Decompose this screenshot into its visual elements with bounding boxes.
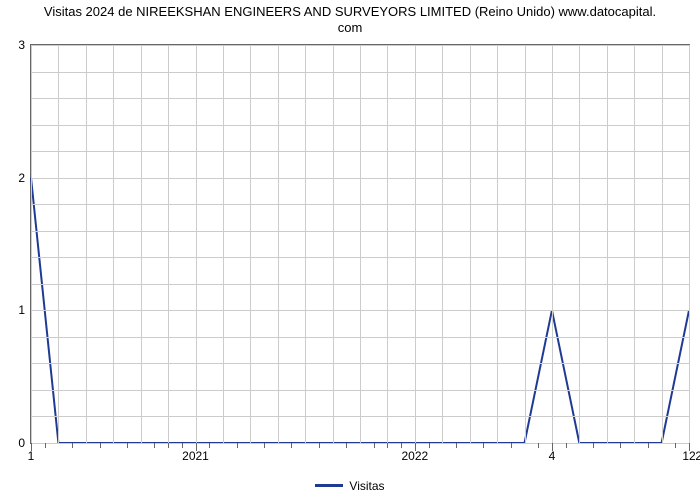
chart-title-line2: com <box>338 20 363 35</box>
y-tick-label: 3 <box>18 38 25 52</box>
plot-area: 0123120212022412202 <box>30 44 690 444</box>
x-tick-label: 12 <box>682 449 695 463</box>
legend-label: Visitas <box>349 479 384 493</box>
x-tick-label: 4 <box>549 449 556 463</box>
legend-swatch <box>315 484 343 487</box>
x-tick-label: 2022 <box>401 449 428 463</box>
chart-title: Visitas 2024 de NIREEKSHAN ENGINEERS AND… <box>0 4 700 37</box>
legend: Visitas <box>0 478 700 493</box>
y-tick-label: 2 <box>18 171 25 185</box>
chart-title-line1: Visitas 2024 de NIREEKSHAN ENGINEERS AND… <box>44 4 656 19</box>
y-tick-label: 1 <box>18 303 25 317</box>
x-tick-label: 2021 <box>182 449 209 463</box>
x-tick-label: 202 <box>695 449 700 463</box>
y-tick-label: 0 <box>18 436 25 450</box>
chart-container: { "chart": { "type": "line", "title_line… <box>0 0 700 500</box>
x-tick-label: 1 <box>28 449 35 463</box>
